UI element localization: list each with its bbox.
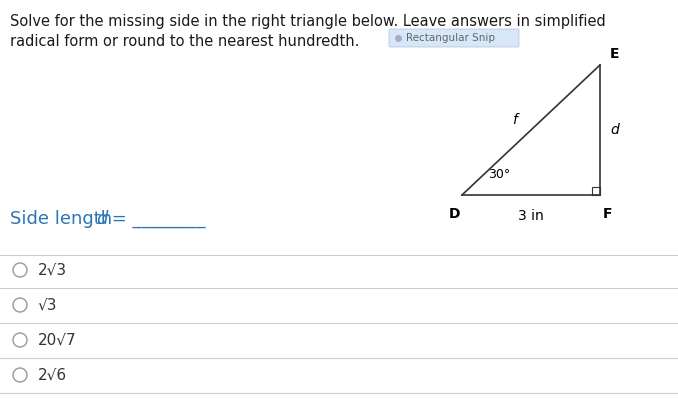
Text: E: E	[610, 47, 620, 61]
Text: Side length: Side length	[10, 210, 118, 228]
Text: 3 in: 3 in	[518, 209, 544, 223]
Text: Solve for the missing side in the right triangle below. Leave answers in simplif: Solve for the missing side in the right …	[10, 14, 605, 29]
Text: d: d	[96, 210, 107, 228]
Text: = ________: = ________	[106, 210, 205, 228]
FancyBboxPatch shape	[389, 29, 519, 47]
Text: 20√7: 20√7	[38, 333, 77, 348]
Text: 2√3: 2√3	[38, 262, 67, 277]
Text: f: f	[513, 113, 517, 127]
Text: D: D	[448, 207, 460, 221]
Bar	[592, 187, 600, 195]
Text: radical form or round to the nearest hundredth.: radical form or round to the nearest hun…	[10, 34, 359, 49]
Text: 30°: 30°	[488, 168, 511, 181]
Text: d: d	[610, 123, 619, 137]
Text: F: F	[603, 207, 613, 221]
Text: √3: √3	[38, 297, 58, 313]
Text: Rectangular Snip: Rectangular Snip	[406, 33, 495, 43]
Text: 2√6: 2√6	[38, 368, 67, 383]
